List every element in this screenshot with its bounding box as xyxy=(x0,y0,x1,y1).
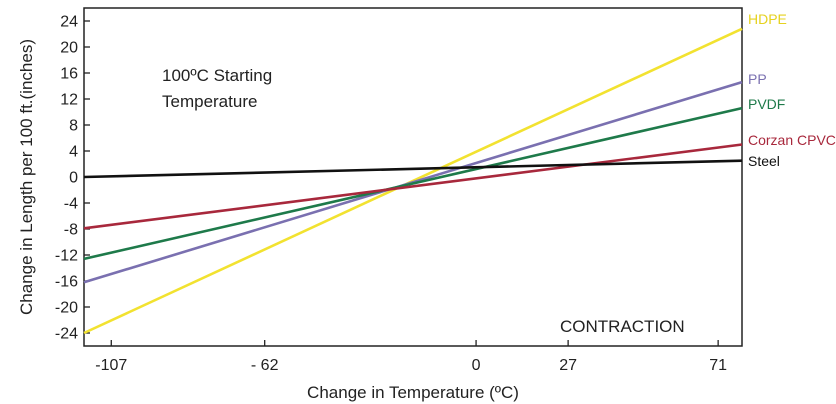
y-tick-label: 16 xyxy=(60,66,78,83)
y-tick-label: 12 xyxy=(60,92,78,109)
y-tick-label: -20 xyxy=(55,300,78,317)
x-tick-label: 27 xyxy=(559,357,577,374)
series-line-corzan-cpvc xyxy=(83,143,743,230)
plot-frame xyxy=(83,7,743,347)
series-labels: HDPE PP PVDF Corzan CPVC Steel xyxy=(748,11,836,169)
y-tick-label: -4 xyxy=(64,196,78,213)
y-tick-label: -8 xyxy=(64,222,78,239)
y-tick-label: -12 xyxy=(55,248,78,265)
series-label-pp: PP xyxy=(748,71,767,87)
x-tick-label: - 62 xyxy=(251,357,279,374)
y-tick-label: -16 xyxy=(55,274,78,291)
series-line-steel xyxy=(83,159,743,179)
x-tick-label: 71 xyxy=(709,357,727,374)
y-tick-label: 0 xyxy=(69,170,78,187)
y-tick-label: 8 xyxy=(69,118,78,135)
y-tick-label: 4 xyxy=(69,144,78,161)
y-tick-label: -24 xyxy=(55,326,78,343)
x-tick-label: 0 xyxy=(472,357,481,374)
series-label-hdpe: HDPE xyxy=(748,11,787,27)
series-label-pvdf: PVDF xyxy=(748,96,785,112)
series-label-steel: Steel xyxy=(748,153,780,169)
series-label-corzan-cpvc: Corzan CPVC xyxy=(748,132,836,148)
y-axis-title: Change in Length per 100 ft.(inches) xyxy=(17,39,36,315)
contraction-annotation: CONTRACTION xyxy=(560,317,685,336)
x-axis-ticks: -107 - 62 0 27 71 xyxy=(95,340,727,374)
x-axis-title: Change in Temperature (ºC) xyxy=(307,383,519,402)
starting-temp-annotation-line2: Temperature xyxy=(162,92,257,111)
starting-temp-annotation-line1: 100ºC Starting xyxy=(162,66,272,85)
y-tick-label: 20 xyxy=(60,40,78,57)
x-tick-label: -107 xyxy=(95,357,127,374)
series-lines xyxy=(83,27,743,335)
series-line-pvdf xyxy=(83,106,743,261)
y-tick-label: 24 xyxy=(60,14,78,31)
